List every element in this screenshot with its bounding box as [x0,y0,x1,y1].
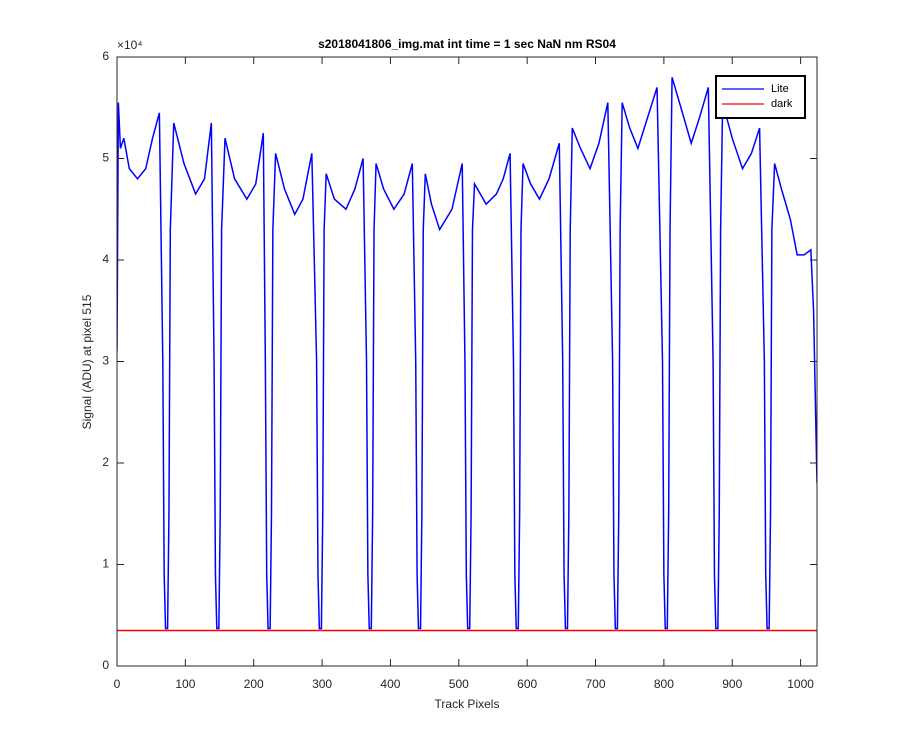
x-tick-label: 0 [114,677,121,691]
y-tick-label: 1 [102,557,109,571]
x-tick-label: 500 [449,677,469,691]
x-axis-label: Track Pixels [435,697,500,711]
x-tick-label: 700 [586,677,606,691]
x-tick-label: 1000 [787,677,814,691]
y-exponent-label: ×10⁴ [117,38,143,52]
y-tick-label: 0 [102,658,109,672]
x-tick-label: 200 [244,677,264,691]
x-tick-label: 900 [722,677,742,691]
y-tick-label: 6 [102,49,109,63]
x-tick-label: 100 [175,677,195,691]
x-tick-label: 400 [380,677,400,691]
y-axis-label: Signal (ADU) at pixel 515 [80,294,94,429]
legend-label: dark [771,98,793,110]
legend-box [715,75,806,119]
y-tick-label: 2 [102,455,109,469]
x-tick-label: 800 [654,677,674,691]
x-tick-label: 600 [517,677,537,691]
y-tick-label: 4 [102,252,109,266]
y-tick-label: 5 [102,151,109,165]
legend-label: Lite [771,83,789,95]
y-tick-label: 3 [102,354,109,368]
x-tick-label: 300 [312,677,332,691]
line-series [117,77,817,630]
chart-title: s2018041806_img.mat int time = 1 sec NaN… [318,37,616,51]
